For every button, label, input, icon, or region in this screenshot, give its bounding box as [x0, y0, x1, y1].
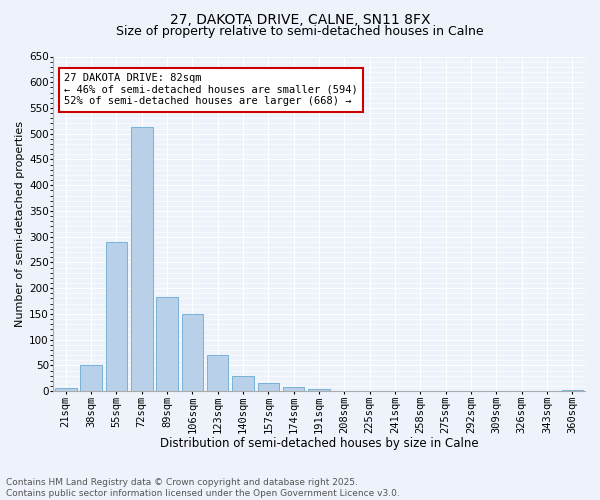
Text: 27 DAKOTA DRIVE: 82sqm
← 46% of semi-detached houses are smaller (594)
52% of se: 27 DAKOTA DRIVE: 82sqm ← 46% of semi-det…	[64, 73, 358, 106]
Bar	[207, 355, 229, 391]
Bar	[55, 388, 77, 391]
Bar	[334, 390, 355, 391]
Bar	[410, 390, 431, 391]
Bar	[283, 387, 304, 391]
Bar	[257, 384, 279, 391]
Bar	[232, 376, 254, 391]
Y-axis label: Number of semi-detached properties: Number of semi-detached properties	[15, 121, 25, 327]
Text: Contains HM Land Registry data © Crown copyright and database right 2025.
Contai: Contains HM Land Registry data © Crown c…	[6, 478, 400, 498]
Text: Size of property relative to semi-detached houses in Calne: Size of property relative to semi-detach…	[116, 25, 484, 38]
Bar	[157, 298, 178, 391]
Text: 27, DAKOTA DRIVE, CALNE, SN11 8FX: 27, DAKOTA DRIVE, CALNE, SN11 8FX	[170, 12, 430, 26]
Bar	[106, 242, 127, 391]
Bar	[308, 389, 330, 391]
Bar	[80, 366, 102, 391]
Bar	[359, 390, 380, 391]
Bar	[182, 314, 203, 391]
Bar	[131, 127, 152, 391]
Bar	[562, 390, 583, 391]
X-axis label: Distribution of semi-detached houses by size in Calne: Distribution of semi-detached houses by …	[160, 437, 478, 450]
